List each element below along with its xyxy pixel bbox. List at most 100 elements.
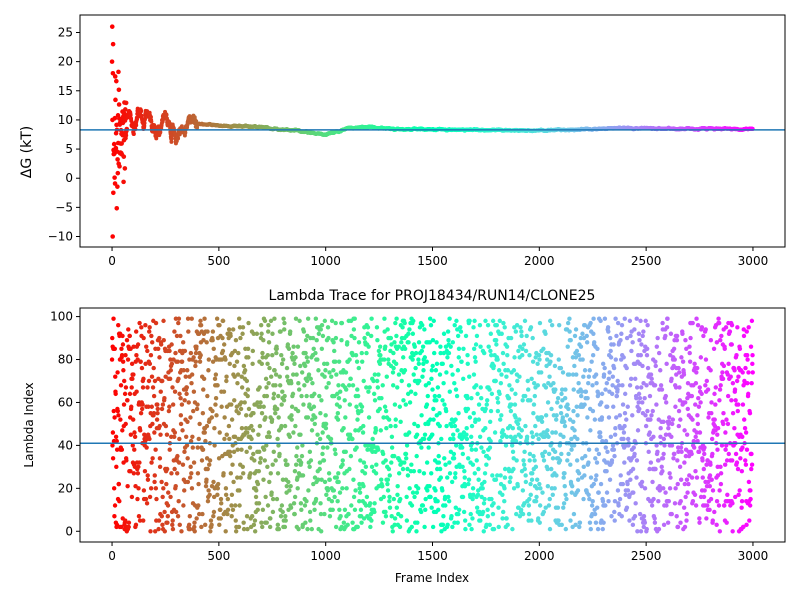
lambda-point — [402, 460, 407, 465]
lambda-point — [320, 430, 325, 435]
lambda-point — [129, 385, 134, 390]
lambda-point — [207, 458, 213, 463]
lambda-point — [289, 413, 294, 418]
lambda-point — [218, 496, 224, 502]
lambda-point — [486, 456, 492, 461]
lambda-point — [451, 436, 456, 442]
lambda-point — [424, 460, 430, 465]
lambda-point — [478, 344, 483, 349]
lambda-point — [490, 318, 496, 324]
lambda-point — [440, 398, 445, 403]
lambda-point — [481, 529, 486, 534]
lambda-point — [211, 514, 216, 519]
lambda-point — [170, 522, 175, 528]
lambda-point — [456, 410, 461, 416]
lambda-point — [458, 325, 463, 330]
lambda-point — [206, 368, 211, 373]
lambda-point — [477, 322, 483, 328]
lambda-point — [236, 316, 242, 321]
delta-g-point — [117, 164, 122, 169]
lambda-point — [484, 462, 489, 467]
lambda-point — [178, 395, 183, 401]
lambda-point — [285, 462, 290, 467]
lambda-point — [223, 529, 228, 534]
lambda-point — [270, 496, 276, 502]
lambda-point — [355, 393, 361, 399]
lambda-point — [429, 505, 434, 510]
lambda-point — [267, 479, 272, 485]
lambda-point — [245, 430, 250, 435]
lambda-point — [267, 524, 273, 530]
lambda-point — [510, 449, 516, 455]
lambda-point — [251, 410, 256, 416]
lambda-point — [265, 503, 271, 508]
lambda-point — [303, 520, 308, 525]
delta-g-point — [142, 121, 147, 126]
lambda-point — [278, 514, 284, 519]
lambda-point — [227, 449, 233, 455]
lambda-point — [429, 368, 435, 373]
lambda-point — [336, 359, 342, 364]
lambda-point — [345, 522, 350, 528]
lambda-point — [245, 393, 250, 399]
lambda-point — [518, 507, 524, 512]
lambda-point — [523, 393, 528, 399]
lambda-point — [514, 458, 519, 463]
lambda-point — [274, 406, 280, 412]
lambda-point — [415, 520, 420, 525]
lambda-point — [120, 359, 126, 364]
lambda-point — [499, 372, 504, 377]
lambda-point — [246, 355, 251, 360]
lambda-point — [432, 393, 438, 399]
lambda-point — [147, 361, 153, 367]
lambda-point — [482, 350, 487, 356]
lambda-point — [491, 526, 497, 532]
lambda-point — [118, 417, 123, 422]
lambda-point — [272, 316, 277, 321]
lambda-point — [467, 415, 473, 420]
lambda-point — [473, 359, 478, 364]
lambda-point — [220, 348, 226, 354]
lambda-point — [307, 402, 312, 407]
lambda-point — [387, 473, 392, 478]
lambda-point — [474, 458, 479, 463]
lambda-point — [224, 378, 229, 384]
lambda-point — [342, 398, 347, 403]
lambda-point — [377, 361, 383, 367]
lambda-point — [394, 333, 399, 339]
lambda-point — [401, 355, 406, 360]
delta-g-point — [119, 141, 124, 146]
lambda-point — [488, 408, 494, 414]
delta-g-point — [112, 74, 118, 79]
lambda-point — [356, 340, 362, 345]
lambda-point — [465, 353, 470, 358]
lambda-point — [221, 471, 226, 476]
lambda-point — [233, 518, 238, 523]
lambda-point — [469, 526, 474, 532]
delta-g-point — [115, 170, 121, 176]
lambda-point — [422, 524, 427, 530]
lambda-point — [143, 322, 148, 328]
lambda-point — [486, 344, 491, 349]
lambda-point — [175, 471, 180, 476]
lambda-point — [142, 468, 148, 474]
delta-g-y-tick-label: −5 — [55, 200, 73, 214]
lambda-point — [240, 325, 246, 330]
lambda-point — [351, 494, 357, 500]
lambda-point — [296, 526, 301, 532]
lambda-point — [495, 395, 500, 401]
lambda-point — [377, 344, 383, 349]
lambda-point — [491, 363, 497, 369]
lambda-point — [467, 318, 472, 324]
lambda-point — [440, 361, 445, 367]
lambda-point — [527, 496, 532, 502]
lambda-point — [155, 402, 160, 407]
lambda-point — [513, 329, 519, 334]
lambda-point — [508, 335, 514, 341]
lambda-point — [359, 520, 364, 525]
lambda-point — [310, 380, 315, 386]
lambda-point — [383, 514, 389, 519]
lambda-point — [476, 417, 482, 422]
lambda-point — [391, 350, 396, 356]
lambda-point — [237, 503, 242, 508]
